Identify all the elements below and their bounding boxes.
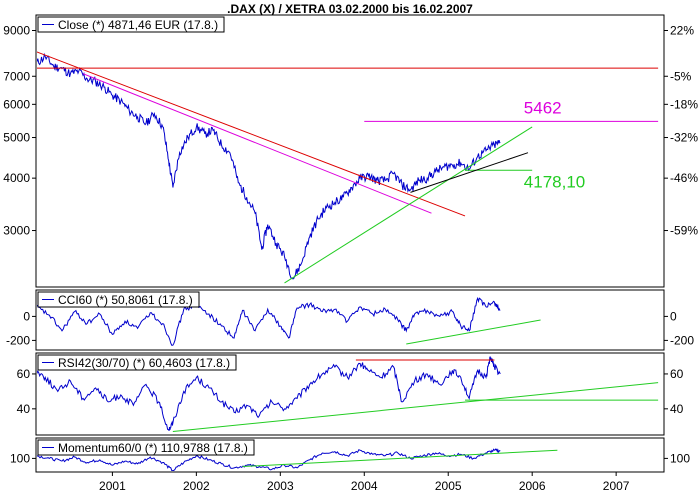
series-line [37,52,501,280]
legend: Close (*) 4871,46 EUR (17.8.) [37,16,225,33]
y-tick-label-left: 100 [10,451,30,465]
annotation-label: 4178,10 [524,172,585,191]
y-tick-label-right: -18% [670,97,698,111]
x-tick-label: 2006 [519,479,546,493]
trend-line [82,73,432,214]
y-tick-label-left: 40 [17,402,31,416]
trend-line [410,152,529,193]
y-tick-label-right: 60 [670,367,684,381]
y-tick-label-left: 6000 [3,97,30,111]
y-tick-label-right: -5% [670,69,692,83]
y-tick-label-left: 60 [17,367,31,381]
panel-1: 0 -200 0 -200 CCI60 (*) 50,8061 (17.8.) [6,289,694,351]
trend-line [284,126,533,284]
panel-3: 100 100 Momentum60/0 (*) 110,9788 (17.8.) [10,437,690,473]
series-line [37,356,501,431]
y-tick-label-right: 40 [670,402,684,416]
panel-0: 9000 7000 6000 5000 4000 3000 22% -5% -18% -32% -4… [3,14,698,288]
annotation-label: 5462 [524,99,562,118]
x-tick-label: 2002 [183,479,210,493]
y-tick-label-left: -200 [6,333,30,347]
trend-line [172,382,659,433]
legend-box [37,291,200,308]
legend: RSI42(30/70) (*) 60,4603 (17.8.) [37,354,237,371]
x-tick-label: 2004 [351,479,378,493]
trend-line [37,51,466,217]
legend-label: RSI42(30/70) (*) 60,4603 (17.8.) [58,356,230,370]
series-line [37,448,501,471]
y-tick-label-right: 22% [670,24,694,38]
x-tick-label: 2005 [435,479,462,493]
x-tick-label: 2003 [267,479,294,493]
panel-2: 60 40 60 40 RSI42(30/70) (*) 60,4603 (17.8.) [17,352,684,436]
legend-box [37,16,225,33]
panel-frame [35,14,665,288]
trend-line [242,449,558,468]
legend: Momentum60/0 (*) 110,9788 (17.8.) [37,439,255,456]
y-tick-label-left: 4000 [3,171,30,185]
legend-label: Close (*) 4871,46 EUR (17.8.) [58,18,218,32]
x-tick-label: 2001 [99,479,126,493]
series-line [37,296,501,346]
y-tick-label-right: -59% [670,224,698,238]
y-tick-label-right: -200 [670,333,694,347]
y-tick-label-left: 3000 [3,224,30,238]
y-tick-label-right: 0 [670,309,677,323]
y-tick-label-right: -46% [670,171,698,185]
y-tick-label-left: 9000 [3,24,30,38]
chart-title: .DAX (X) / XETRA 03.02.2000 bis 16.02.20… [227,2,473,16]
y-tick-label-right: 100 [670,451,690,465]
legend-box [37,354,237,371]
legend-label: CCI60 (*) 50,8061 (17.8.) [58,293,193,307]
y-tick-label-right: -32% [670,131,698,145]
trend-line [406,319,541,345]
legend: CCI60 (*) 50,8061 (17.8.) [37,291,200,308]
x-tick-label: 2007 [603,479,630,493]
legend-box [37,439,255,456]
y-tick-label-left: 7000 [3,69,30,83]
legend-label: Momentum60/0 (*) 110,9788 (17.8.) [58,441,248,455]
y-tick-label-left: 0 [23,309,30,323]
y-tick-label-left: 5000 [3,131,30,145]
